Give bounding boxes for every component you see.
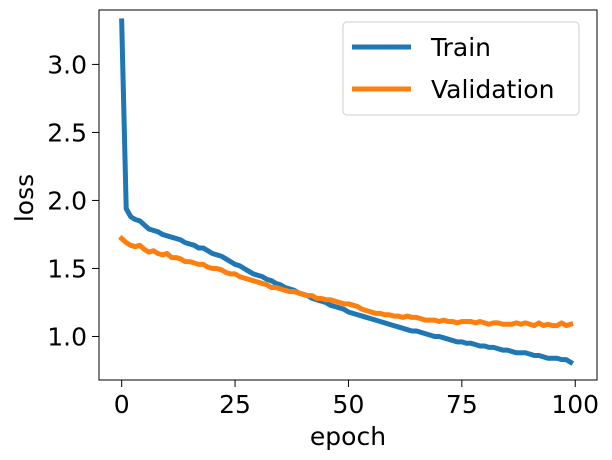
series-line-validation (118, 234, 574, 329)
x-tick-label: 25 (219, 390, 251, 419)
y-tick-label: 1.0 (47, 322, 87, 351)
y-tick-label: 3.0 (47, 50, 87, 79)
ticks: 0 25 50 75 100 1.0 1.5 2.0 2.5 3.0 (47, 50, 599, 419)
x-tick-label: 0 (114, 390, 130, 419)
x-tick-label: 75 (446, 390, 478, 419)
axes-frame (98, 9, 598, 381)
legend: Train Validation (342, 21, 580, 116)
series-line-train (119, 18, 575, 366)
series-lines (118, 18, 575, 366)
legend-label-train: Train (430, 33, 491, 62)
x-axis-label: epoch (310, 422, 386, 451)
x-tick-label: 50 (333, 390, 365, 419)
legend-label-validation: Validation (431, 75, 554, 104)
y-tick-label: 2.0 (47, 186, 87, 215)
x-tick-label: 100 (551, 390, 599, 419)
y-tick-label: 2.5 (47, 118, 87, 147)
y-tick-label: 1.5 (47, 254, 87, 283)
y-axis-label: loss (10, 174, 39, 222)
